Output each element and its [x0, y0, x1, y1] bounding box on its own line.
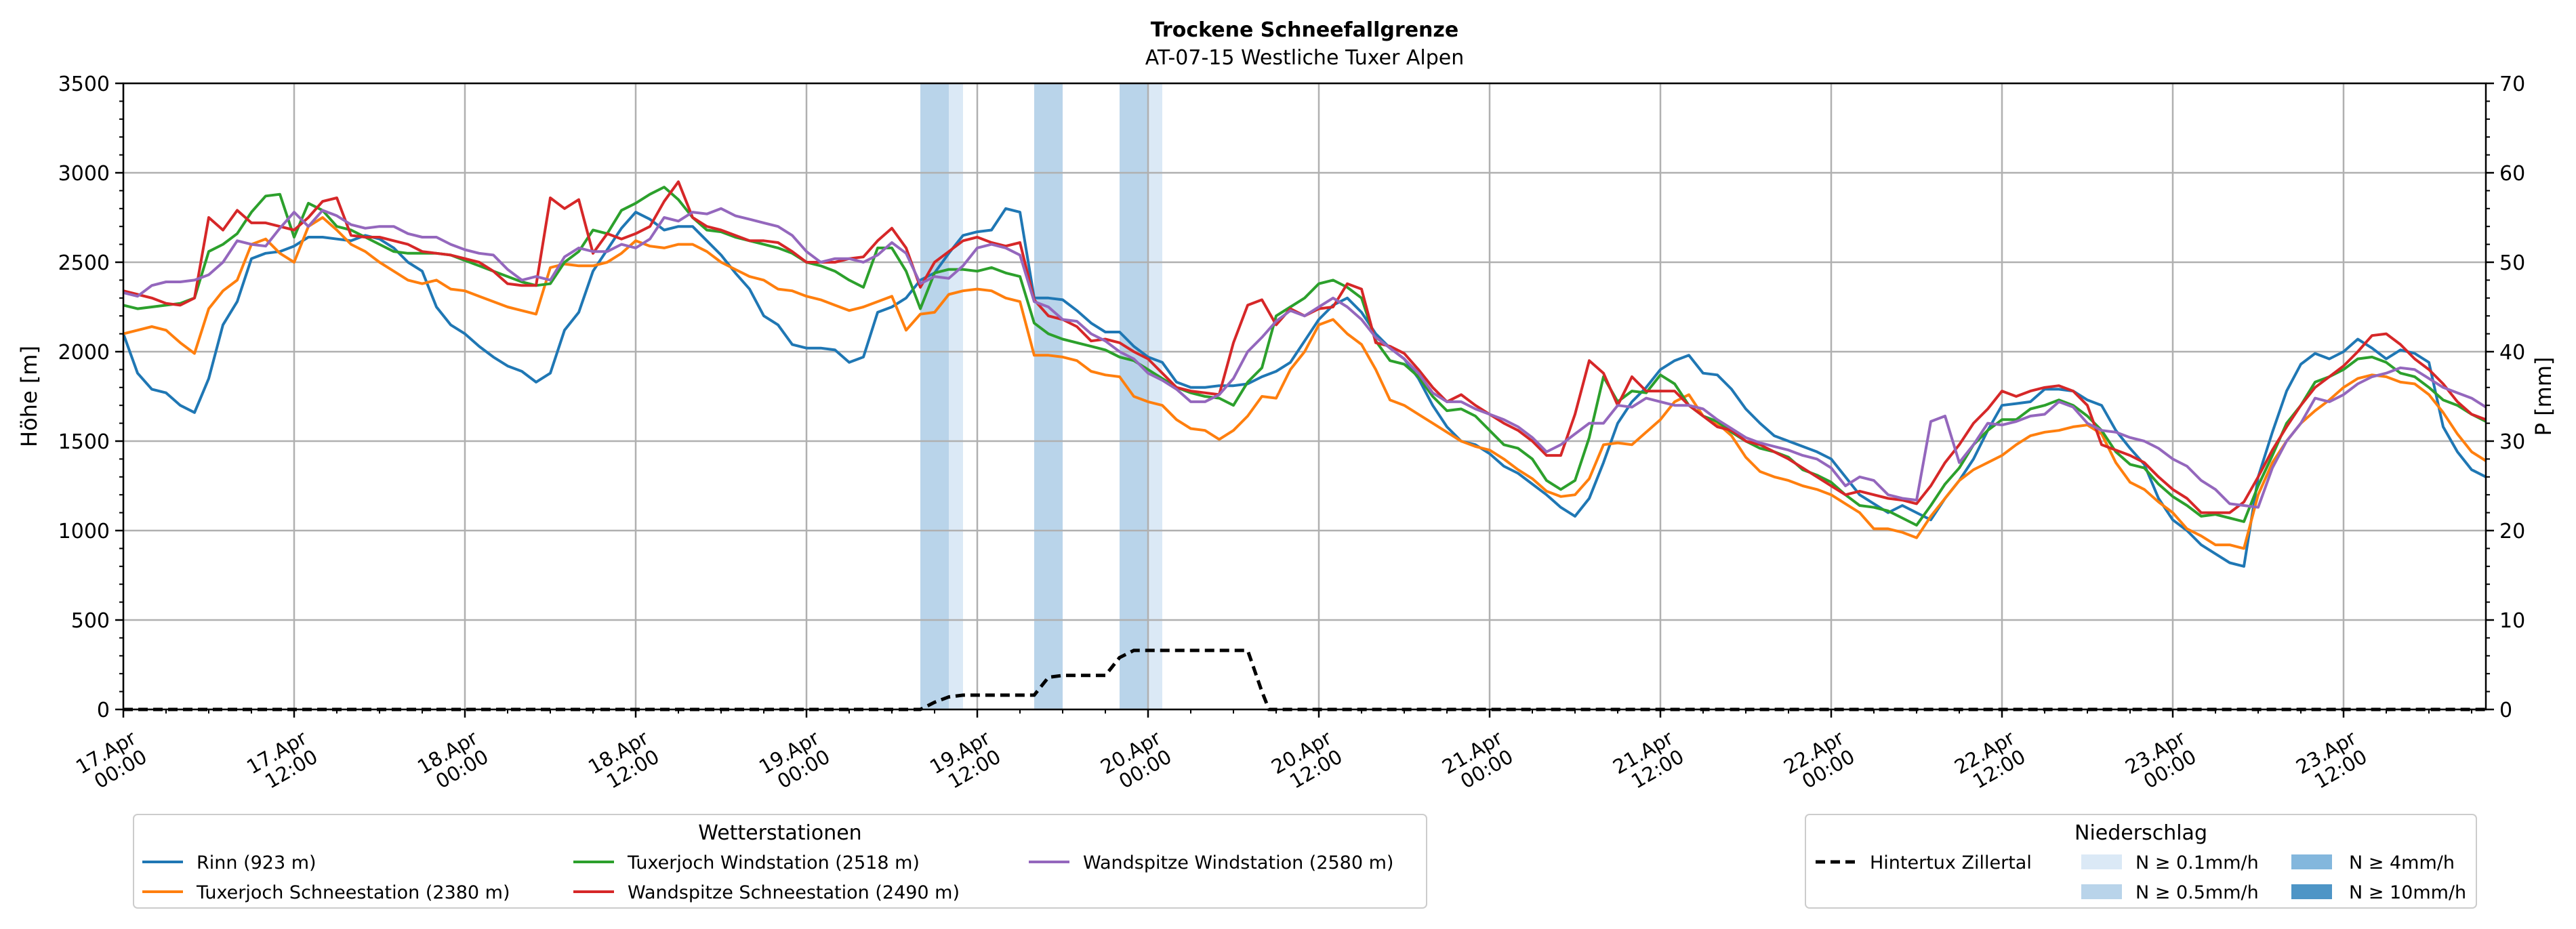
y-tick-label: 1000 — [58, 520, 110, 543]
legend-swatch-n-10 — [2291, 884, 2332, 899]
station-legend: Wetterstationen Rinn (923 m) Tuxerjoch S… — [133, 814, 1427, 909]
series-line-tuxerjoch-schneestation — [123, 216, 2487, 550]
y-tick-label: 3500 — [58, 73, 110, 96]
y2-tick-label: 50 — [2499, 251, 2525, 275]
legend-entry-n-10: N ≥ 10mm/h — [2291, 882, 2466, 903]
y-tick-label: 3000 — [58, 162, 110, 186]
series-line-wandspitze-windstation — [123, 207, 2487, 509]
precip-band — [949, 83, 963, 709]
precip-band — [1034, 83, 1063, 709]
y2-tick-label: 70 — [2499, 73, 2525, 96]
y2-tick-label: 20 — [2499, 520, 2525, 543]
series-lines — [122, 180, 2487, 568]
y2-tick-label: 30 — [2499, 430, 2525, 454]
legend-entry-n-0-1: N ≥ 0.1mm/h — [2081, 852, 2259, 873]
legend-entry-wandspitze-schneestation: Wandspitze Schneestation (2490 m) — [573, 882, 960, 903]
y-tick-label: 2500 — [58, 251, 110, 275]
y2-tick-label: 60 — [2499, 162, 2525, 186]
legend-label-rinn: Rinn (923 m) — [197, 852, 316, 873]
precip-band — [1148, 83, 1162, 709]
precip-bands — [920, 83, 1162, 709]
chart-title: Trockene Schneefallgrenze — [1151, 18, 1458, 42]
legend-entry-hintertux: Hintertux Zillertal — [1816, 852, 2032, 873]
legend-swatch-n-0-5 — [2081, 884, 2122, 899]
grid-lines — [122, 82, 2486, 711]
precip-legend: Niederschlag Hintertux Zillertal N ≥ 0.1… — [1805, 814, 2477, 909]
axes-ticks: 0 500 1000 1500 2000 2500 3000 3500 0 10 20 30 40 50 6… — [58, 73, 2526, 793]
y-tick-label: 2000 — [58, 341, 110, 365]
y-tick-label: 500 — [71, 609, 110, 633]
y2-tick-label: 0 — [2499, 699, 2512, 722]
legend-entry-wandspitze-windstation: Wandspitze Windstation (2580 m) — [1029, 852, 1393, 873]
legend-label-tuxerjoch-schneestation: Tuxerjoch Schneestation (2380 m) — [196, 882, 510, 903]
plot-frame — [122, 82, 2487, 711]
legend-entry-tuxerjoch-schneestation: Tuxerjoch Schneestation (2380 m) — [142, 882, 510, 903]
legend-label-hintertux: Hintertux Zillertal — [1870, 852, 2032, 873]
legend-label-n-4: N ≥ 4mm/h — [2349, 852, 2455, 873]
y2-axis-label: P [mm] — [2531, 357, 2556, 436]
precip-band — [920, 83, 949, 709]
legend-label-n-0-1: N ≥ 0.1mm/h — [2135, 852, 2259, 873]
legend-swatch-n-4 — [2291, 854, 2332, 869]
legend-label-n-0-5: N ≥ 0.5mm/h — [2135, 882, 2259, 903]
legend-entry-n-0-5: N ≥ 0.5mm/h — [2081, 882, 2259, 903]
y-tick-label: 0 — [97, 699, 110, 722]
legend-entry-rinn: Rinn (923 m) — [142, 852, 316, 873]
legend-label-n-10: N ≥ 10mm/h — [2349, 882, 2466, 903]
legend-label-tuxerjoch-windstation: Tuxerjoch Windstation (2518 m) — [627, 852, 920, 873]
y2-tick-label: 40 — [2499, 341, 2525, 365]
legend-swatch-n-0-1 — [2081, 854, 2122, 869]
precip-line — [123, 648, 2486, 711]
y-axis-label: Höhe [m] — [16, 346, 42, 447]
chart-subtitle: AT-07-15 Westliche Tuxer Alpen — [1145, 46, 1465, 70]
series-line-wandspitze-schneestation — [123, 180, 2487, 514]
y-tick-label: 1500 — [58, 430, 110, 454]
station-legend-box — [133, 814, 1427, 909]
precip-line-hintertux — [123, 648, 2486, 711]
station-legend-title: Wetterstationen — [698, 821, 861, 845]
series-line-rinn — [122, 207, 2487, 568]
legend-label-wandspitze-schneestation: Wandspitze Schneestation (2490 m) — [628, 882, 960, 903]
series-line-tuxerjoch-windstation — [123, 186, 2487, 527]
precip-legend-title: Niederschlag — [2074, 821, 2207, 845]
y2-tick-label: 10 — [2499, 609, 2525, 633]
legend-label-wandspitze-windstation: Wandspitze Windstation (2580 m) — [1083, 852, 1393, 873]
legend-entry-tuxerjoch-windstation: Tuxerjoch Windstation (2518 m) — [573, 852, 920, 873]
legend-entry-n-4: N ≥ 4mm/h — [2291, 852, 2455, 873]
